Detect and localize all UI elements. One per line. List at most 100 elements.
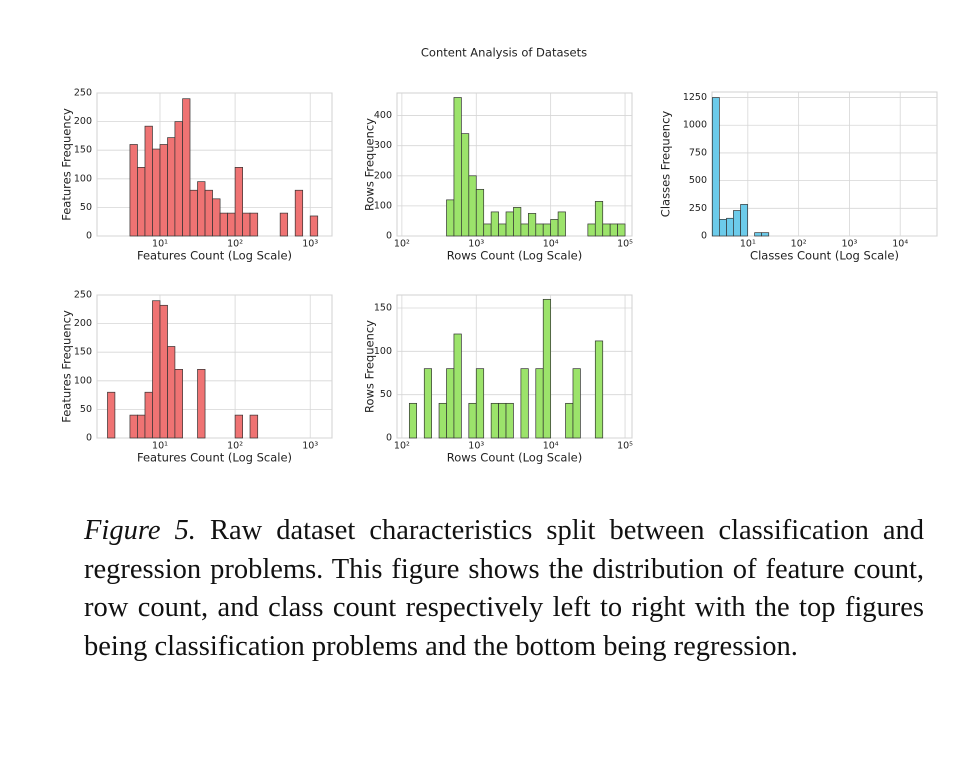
bar (587, 223, 596, 237)
y-axis-label: Features Frequency (60, 108, 74, 221)
x-tick-label: 10² (791, 239, 807, 250)
bar (438, 402, 447, 439)
caption: Figure 5. Raw dataset characteristics sp… (84, 512, 924, 667)
bar (144, 391, 153, 439)
bar (733, 210, 741, 237)
x-tick-label: 10³ (841, 239, 857, 250)
bar (719, 219, 727, 237)
y-axis-label: Classes Frequency (659, 111, 673, 218)
y-tick-label: 0 (386, 231, 392, 242)
bar (609, 223, 618, 237)
y-tick-label: 250 (74, 88, 92, 99)
y-tick-label: 750 (689, 147, 707, 158)
bar (174, 369, 183, 439)
y-axis-label: Rows Frequency (363, 320, 377, 413)
bar (711, 97, 720, 237)
x-axis-label: Features Count (Log Scale) (137, 249, 292, 263)
x-tick-label: 10² (394, 239, 410, 250)
y-tick-label: 100 (74, 173, 92, 184)
bar (234, 414, 243, 439)
x-tick-label: 10⁴ (543, 441, 559, 452)
x-tick-label: 10³ (302, 239, 318, 250)
bar (535, 223, 544, 237)
bar (159, 304, 168, 439)
bar (490, 211, 499, 237)
y-tick-label: 250 (689, 203, 707, 214)
y-tick-label: 1000 (683, 120, 707, 131)
bar (227, 212, 236, 237)
bar (137, 167, 146, 237)
bar (461, 133, 470, 237)
y-tick-label: 200 (374, 170, 392, 181)
x-tick-label: 10⁵ (617, 239, 633, 250)
bar (475, 368, 485, 439)
bar (550, 219, 559, 237)
bar (535, 368, 544, 439)
x-tick-label: 10² (394, 441, 410, 452)
bar (520, 368, 529, 439)
plot-area (396, 294, 633, 439)
x-tick-label: 10³ (468, 239, 484, 250)
bar (498, 402, 507, 439)
bar (294, 189, 304, 237)
plot-area (96, 294, 333, 439)
x-tick-label: 10¹ (152, 441, 168, 452)
bar (542, 298, 552, 439)
bar (219, 212, 228, 237)
x-tick-label: 10¹ (740, 239, 756, 250)
plot-area (711, 91, 938, 237)
x-tick-label: 10⁵ (617, 441, 633, 452)
bar (617, 223, 626, 237)
bar (513, 207, 522, 237)
bar (144, 125, 153, 237)
bar (565, 402, 574, 439)
y-tick-label: 300 (374, 140, 392, 151)
bar (408, 402, 418, 439)
bar (520, 223, 529, 237)
bar (754, 232, 762, 237)
bar (557, 211, 566, 237)
bar (137, 414, 146, 439)
bar (279, 212, 289, 237)
x-tick-label: 10¹ (152, 239, 168, 250)
bar (234, 167, 243, 237)
figure-title: Content Analysis of Datasets (421, 46, 587, 60)
x-tick-label: 10³ (468, 441, 484, 452)
bar (602, 223, 611, 237)
bar (242, 212, 251, 237)
bar (572, 368, 581, 439)
bar (197, 369, 206, 439)
bar (197, 181, 206, 237)
y-tick-label: 50 (80, 202, 92, 213)
figure: Content Analysis of Datasets 0 50 100 150 20… (60, 46, 938, 465)
bar (182, 98, 191, 237)
y-tick-label: 100 (374, 200, 392, 211)
bar (483, 223, 492, 237)
x-axis-label: Features Count (Log Scale) (137, 451, 292, 465)
y-tick-label: 150 (74, 145, 92, 156)
y-tick-label: 0 (86, 433, 92, 444)
x-tick-label: 10⁴ (543, 239, 559, 250)
bar (446, 368, 455, 439)
y-tick-label: 200 (74, 318, 92, 329)
bar (453, 333, 462, 439)
y-tick-label: 250 (74, 290, 92, 301)
bar (468, 175, 477, 237)
x-tick-label: 10³ (302, 441, 318, 452)
bar (761, 232, 770, 237)
bar (594, 340, 604, 439)
y-tick-label: 50 (380, 389, 392, 400)
bar (490, 402, 499, 439)
x-axis-label: Rows Count (Log Scale) (447, 451, 582, 465)
y-axis-label: Rows Frequency (363, 118, 377, 211)
bar (468, 402, 477, 439)
y-tick-label: 500 (689, 175, 707, 186)
bar (309, 215, 319, 237)
bar (594, 201, 604, 237)
y-axis-label: Features Frequency (60, 310, 74, 423)
y-tick-label: 0 (386, 433, 392, 444)
caption-text: Raw dataset characteristics split betwee… (84, 515, 925, 663)
y-tick-label: 100 (374, 346, 392, 357)
x-axis-label: Rows Count (Log Scale) (447, 249, 582, 263)
